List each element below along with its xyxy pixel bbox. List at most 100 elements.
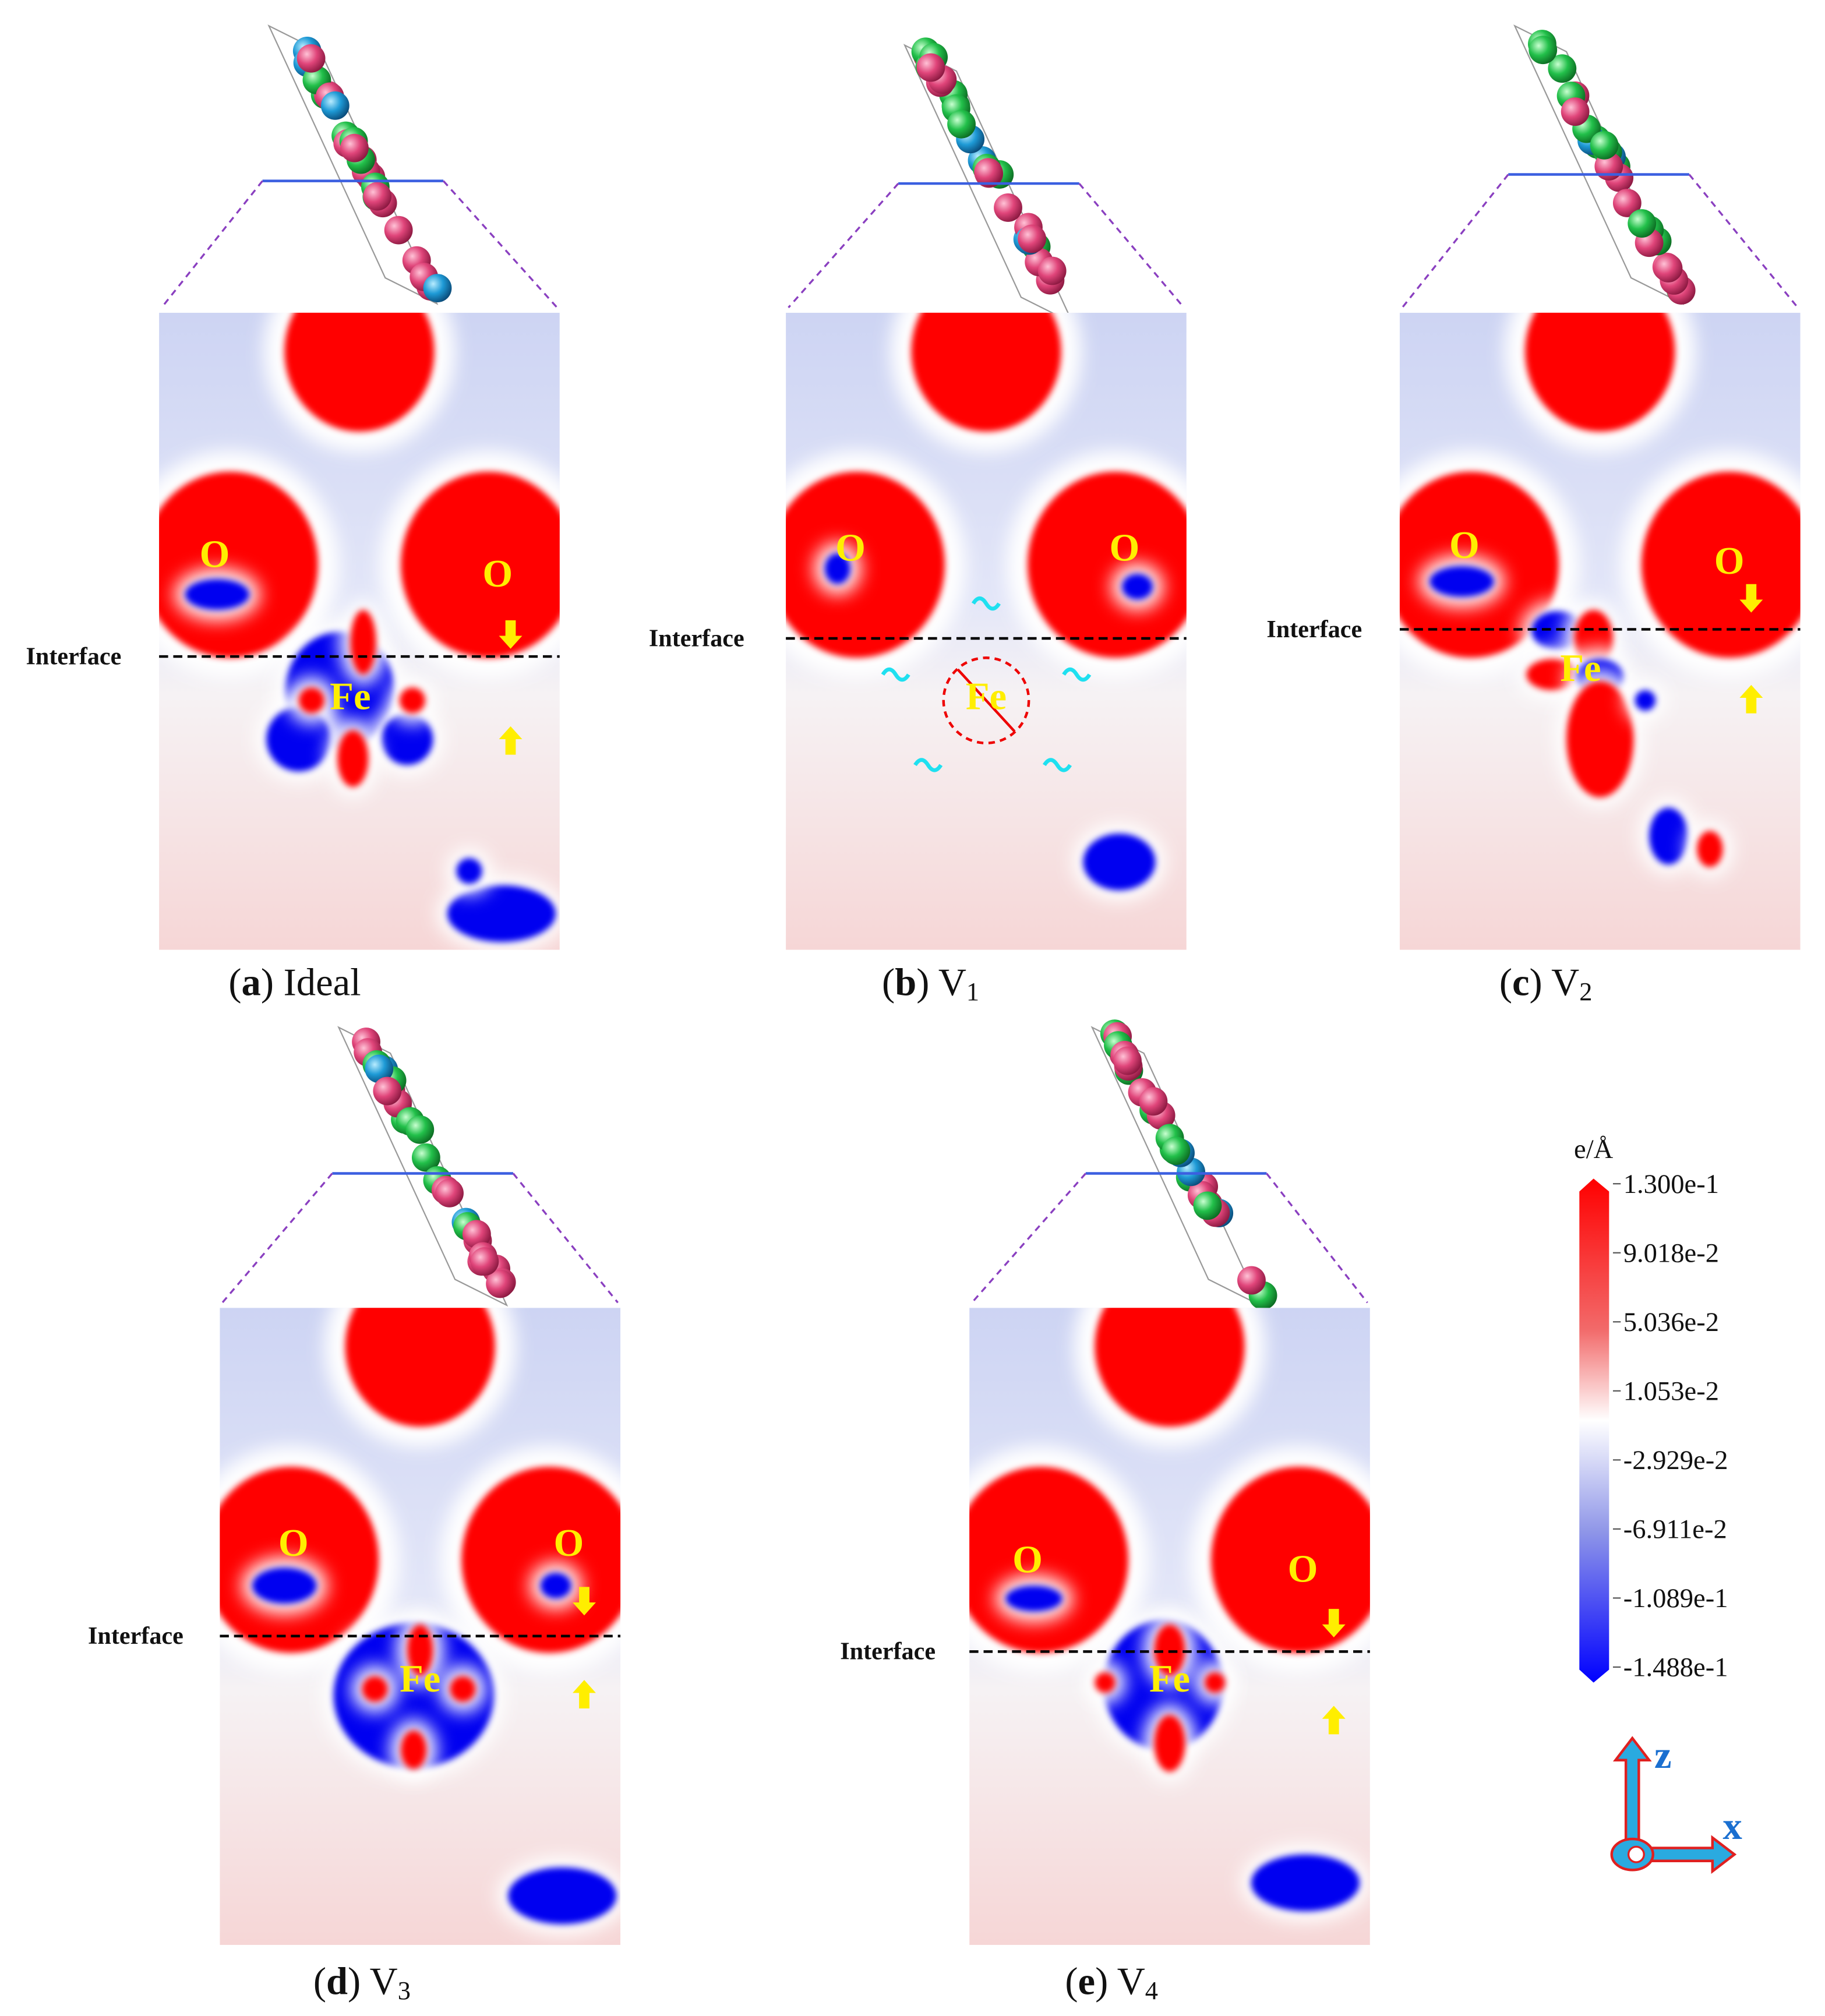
atom-sphere [462,1220,491,1249]
caption: (a) Ideal [228,961,361,1004]
caption-part: ( [313,1960,326,2003]
yellow-arrow [573,1587,596,1616]
red-lobe [1095,1672,1116,1693]
red-lobe [1525,312,1675,432]
colorbar-label: 9.018e-2 [1623,1238,1719,1268]
o-label: O [278,1522,309,1565]
red-lobe [1566,681,1634,797]
atom-sphere [1529,36,1558,65]
caption-part: ( [1065,1960,1078,2003]
charge-map: O O Fe [220,1308,621,1945]
o-label: O [1109,527,1139,570]
cyan-wave [1062,667,1092,682]
red-lobe [159,471,318,658]
axis-x-label: x [1723,1805,1742,1848]
red-lobe [1027,471,1187,658]
colorbar-label: 1.300e-1 [1623,1169,1719,1199]
red-lobe [399,687,426,714]
atom-sphere [1654,254,1683,283]
zoom-line [788,182,899,309]
caption-part: a [242,961,261,1004]
cyan-wave [913,758,943,772]
atom-sphere [947,110,976,139]
red-lobe [1154,1715,1185,1772]
caption-part: 4 [1145,1976,1158,2005]
caption-part: ) V [348,1960,398,2003]
caption: (e) V4 [1065,1960,1158,2005]
blue-lobe [456,858,482,884]
colorbar-label: -2.929e-2 [1623,1445,1728,1475]
blue-lobe [1649,807,1688,865]
caption: (b) V1 [882,961,979,1006]
axes-icon: zx [1610,1734,1742,1874]
atom-sphere [1590,130,1619,160]
colorbar [1579,1178,1609,1683]
caption-part: 1 [966,977,979,1006]
blue-lobe [381,713,433,765]
interface-label: Interface [26,642,122,670]
caption-part: c [1512,961,1530,1004]
yellow-arrow [499,726,523,755]
atom-sphere [1037,256,1067,285]
yellow-arrow [1739,584,1763,613]
zoom-line [442,180,558,309]
blue-lobe [185,578,250,610]
crystal [262,24,452,305]
atom-sphere [1162,1136,1191,1166]
caption-part: d [326,1960,348,2003]
blue-lobe [1005,1586,1062,1612]
atom-sphere [1193,1191,1222,1220]
yellow-arrow [573,1680,596,1708]
fe-label: Fe [966,676,1007,718]
yellow-arrow [1322,1609,1346,1637]
caption: (d) V3 [313,1960,411,2005]
yellow-arrow [499,620,523,649]
red-lobe [400,471,560,658]
charge-map: O O Fe [159,312,560,950]
atom-sphere [411,1143,440,1172]
colorbar-label: 1.053e-2 [1623,1376,1719,1406]
zoom-line [971,1173,1087,1304]
red-lobe [1095,1308,1245,1427]
red-lobe [461,1467,621,1653]
crystal [332,1026,516,1307]
fe-label: Fe [330,676,370,718]
red-lobe [1641,471,1801,658]
o-label: O [1012,1539,1043,1581]
caption-part: 3 [398,1976,411,2005]
interface-label: Interface [88,1622,183,1650]
atom-sphere [1113,1046,1142,1075]
blue-lobe [824,553,851,584]
red-lobe [345,1308,495,1427]
cyan-wave [1042,758,1072,772]
fe-label: Fe [1149,1658,1190,1700]
caption-part: ) Ideal [261,961,361,1004]
fe-label: Fe [400,1658,440,1700]
atom-sphere [363,182,392,211]
fe-label: Fe [1560,647,1601,690]
red-lobe [450,1676,476,1702]
caption-part: e [1078,1960,1096,2003]
crystal [898,37,1079,325]
zoom-line [1402,174,1509,309]
atom-sphere [365,1054,394,1083]
blue-lobe [508,1867,617,1925]
atom-sphere [320,91,350,120]
o-label: O [200,534,230,576]
caption: (c) V2 [1499,961,1593,1006]
caption-part: 2 [1579,977,1592,1006]
blue-lobe [1635,690,1656,711]
colorbar-label: -1.089e-1 [1623,1583,1728,1613]
atom-sphere [1561,97,1590,126]
o-label: O [835,527,866,570]
red-lobe [1697,831,1723,867]
o-label: O [1449,524,1480,567]
blue-lobe [1429,566,1494,597]
zoom-line [1078,182,1185,309]
atom-sphere [1628,209,1657,238]
blue-lobe [1121,574,1153,600]
atom-sphere [1612,189,1642,217]
zoom-line [512,1173,619,1304]
charge-map: O O Fe [786,312,1187,950]
